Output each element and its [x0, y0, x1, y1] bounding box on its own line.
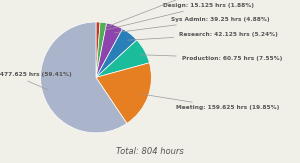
Text: Engineering: 477.625 hrs (59.41%): Engineering: 477.625 hrs (59.41%)	[0, 72, 71, 90]
Wedge shape	[96, 63, 152, 123]
Wedge shape	[40, 22, 127, 133]
Text: Meeting: 159.625 hrs (19.85%): Meeting: 159.625 hrs (19.85%)	[143, 94, 280, 110]
Wedge shape	[96, 22, 100, 77]
Text: Database: 9.5 hrs (1.18%): Database: 9.5 hrs (1.18%)	[100, 0, 241, 29]
Wedge shape	[96, 22, 106, 77]
Wedge shape	[96, 40, 149, 77]
Text: Research: 42.125 hrs (5.24%): Research: 42.125 hrs (5.24%)	[128, 32, 278, 40]
Text: Production: 60.75 hrs (7.55%): Production: 60.75 hrs (7.55%)	[140, 55, 282, 60]
Text: Total: 804 hours: Total: 804 hours	[116, 148, 184, 156]
Text: Sys Admin: 39.25 hrs (4.88%): Sys Admin: 39.25 hrs (4.88%)	[115, 17, 269, 33]
Wedge shape	[96, 23, 122, 77]
Wedge shape	[96, 29, 137, 77]
Text: Design: 15.125 hrs (1.88%): Design: 15.125 hrs (1.88%)	[105, 3, 254, 30]
